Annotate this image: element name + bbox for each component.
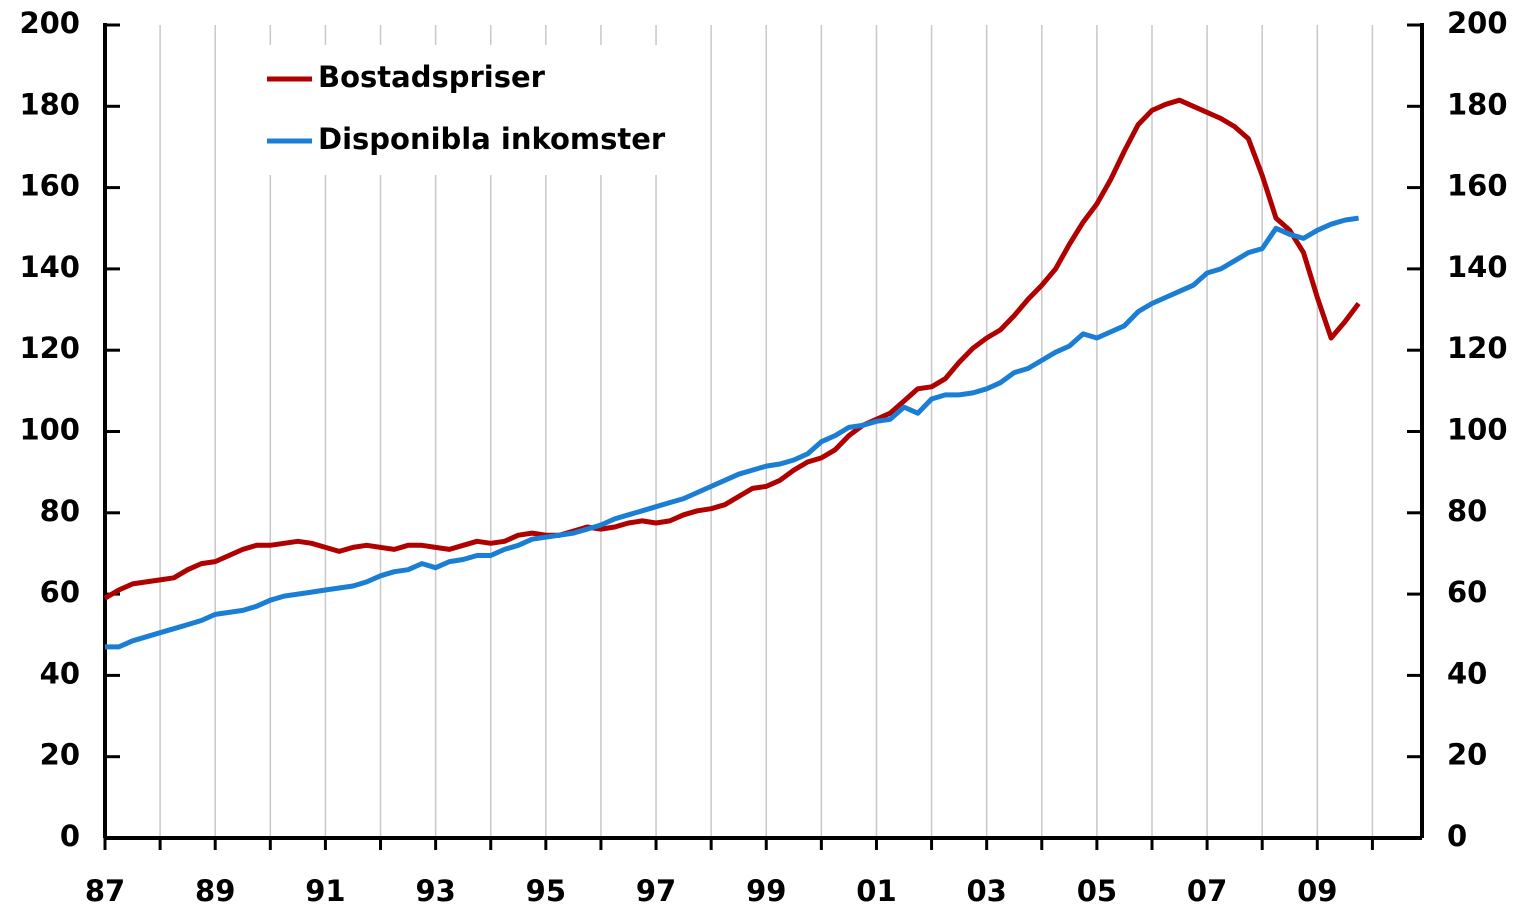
legend-label: Disponibla inkomster xyxy=(318,122,666,156)
y-tick-label: 100 xyxy=(19,413,80,447)
x-tick-label: 99 xyxy=(746,874,786,908)
y-tick-label: 120 xyxy=(19,331,80,365)
y-tick-label: 0 xyxy=(60,819,80,853)
legend: Bostadspriser Disponibla inkomster xyxy=(230,45,666,175)
x-tick-label: 01 xyxy=(856,874,896,908)
y2-tick-label: 140 xyxy=(1447,250,1508,284)
y-tick-label: 40 xyxy=(40,656,80,690)
y-tick-label: 180 xyxy=(19,87,80,121)
y-tick-label: 80 xyxy=(40,494,80,528)
x-tick-label: 91 xyxy=(305,874,345,908)
y-tick-label: 160 xyxy=(19,169,80,203)
legend-label: Bostadspriser xyxy=(318,60,546,94)
x-tick-label: 95 xyxy=(526,874,566,908)
y2-tick-label: 0 xyxy=(1447,819,1467,853)
y-tick-label: 20 xyxy=(40,738,80,772)
x-tick-label: 89 xyxy=(195,874,235,908)
y2-tick-label: 80 xyxy=(1447,494,1487,528)
x-tick-label: 07 xyxy=(1187,874,1227,908)
line-series xyxy=(103,97,1361,601)
y2-tick-label: 100 xyxy=(1447,413,1508,447)
x-tick-label: 05 xyxy=(1077,874,1117,908)
y2-tick-label: 40 xyxy=(1447,656,1487,690)
x-tick-label: 09 xyxy=(1297,874,1337,908)
y2-tick-label: 180 xyxy=(1447,87,1508,121)
line-series xyxy=(105,215,1359,650)
x-tick-label: 97 xyxy=(636,874,676,908)
y2-tick-label: 60 xyxy=(1447,575,1487,609)
y-tick-label: 60 xyxy=(40,575,80,609)
y-tick-label: 200 xyxy=(19,6,80,40)
x-tick-label: 03 xyxy=(966,874,1006,908)
x-tick-label: 93 xyxy=(415,874,455,908)
legend-box xyxy=(230,45,665,175)
y2-tick-label: 160 xyxy=(1447,169,1508,203)
y2-tick-label: 20 xyxy=(1447,738,1487,772)
y-tick-label: 140 xyxy=(19,250,80,284)
y2-tick-label: 120 xyxy=(1447,331,1508,365)
y2-tick-label: 200 xyxy=(1447,6,1508,40)
x-tick-label: 87 xyxy=(85,874,125,908)
